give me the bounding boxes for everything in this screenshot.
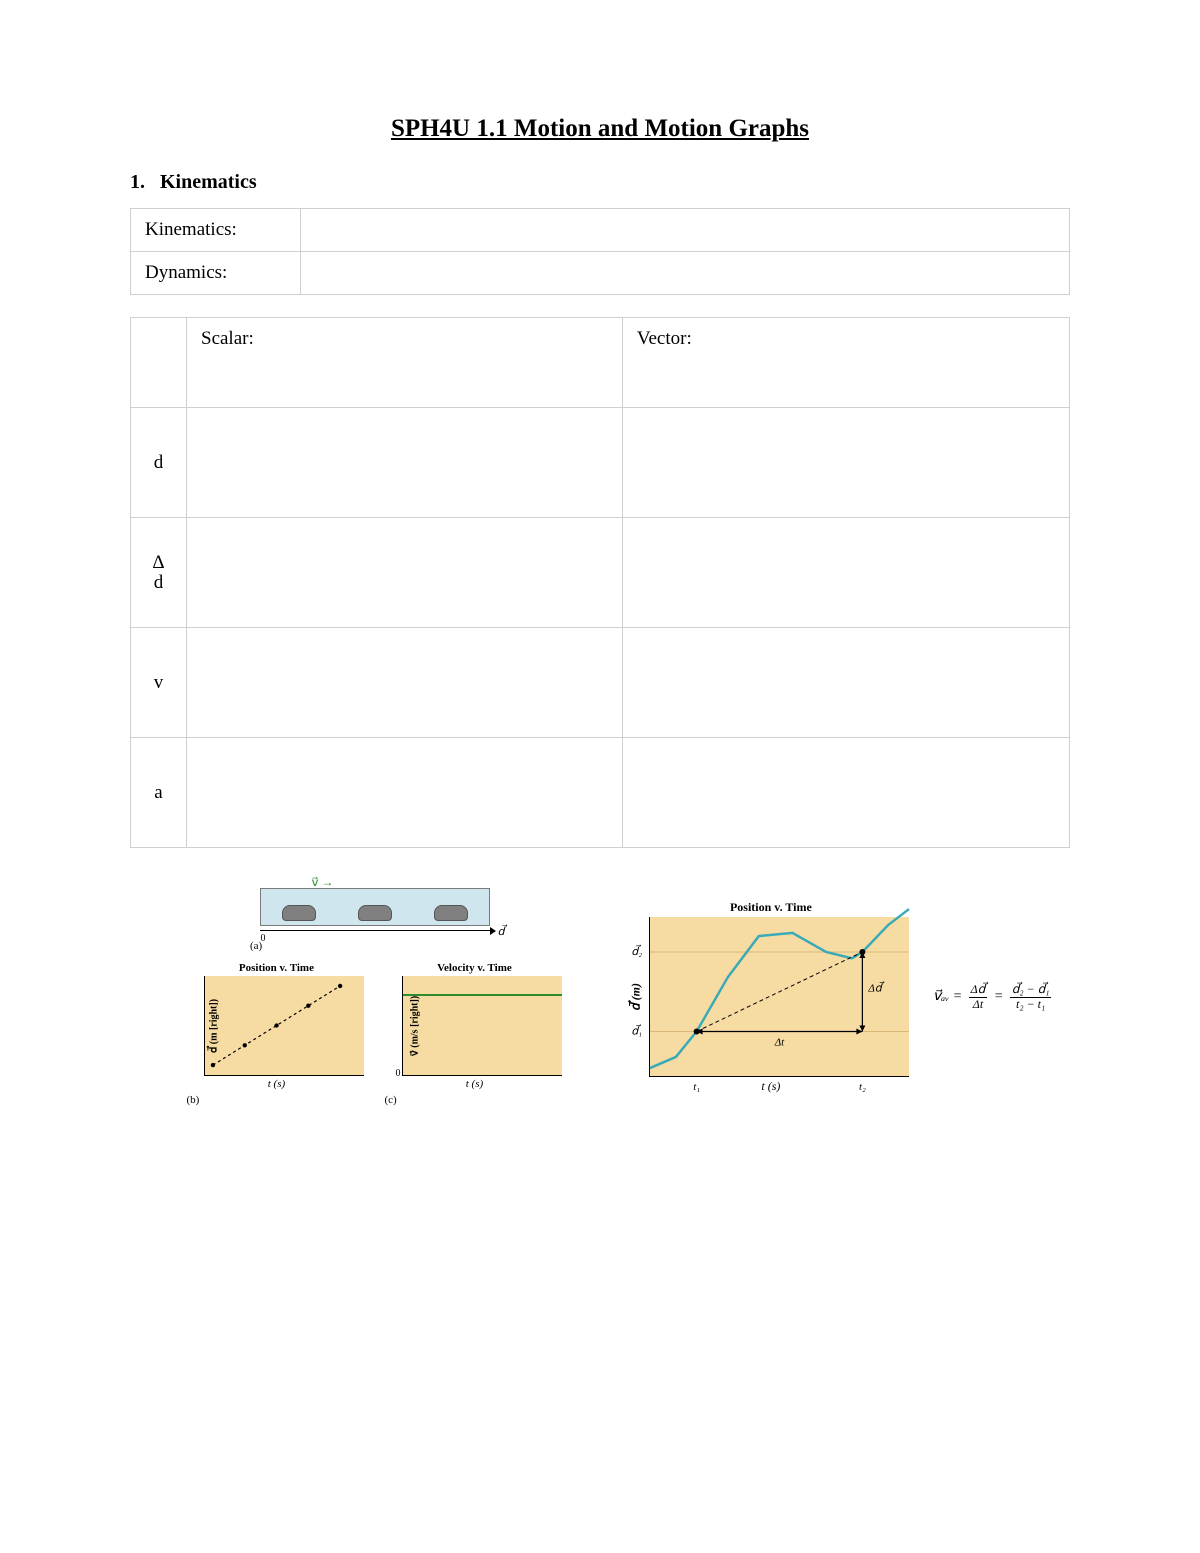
row-symbol: a <box>131 738 187 848</box>
section-name: Kinematics <box>160 171 257 193</box>
eqn-lhs: v⃗ₐᵥ <box>933 989 949 1004</box>
numerator: d⃗₂ − d⃗₁ <box>1010 983 1052 997</box>
plot-title: Velocity v. Time <box>384 962 564 974</box>
symbol-line: d <box>145 573 172 593</box>
plot-line <box>205 976 364 1075</box>
sublabel-b: (b) <box>186 1094 366 1106</box>
velocity-time-plot: Velocity v. Time v⃗ (m/s [right]) 0 t (s… <box>384 962 564 1106</box>
mini-plots: Position v. Time d⃗ (m [right]) t (s) (b… <box>170 962 581 1106</box>
denominator: t₂ − t₁ <box>1010 998 1052 1011</box>
fraction: Δd⃗ Δt <box>969 983 988 1010</box>
row-symbol: d <box>131 408 187 518</box>
origin-label: 0 <box>395 1068 400 1079</box>
y-axis-label: v⃗ (m/s [right]) <box>410 995 421 1055</box>
fraction: d⃗₂ − d⃗₁ t₂ − t₁ <box>1010 983 1052 1010</box>
equals-sign: = <box>994 989 1003 1004</box>
def-value <box>301 209 1070 252</box>
equation: v⃗ₐᵥ = Δd⃗ Δt = d⃗₂ − d⃗₁ t₂ − t₁ <box>933 983 1055 1010</box>
wheel-icon <box>434 905 468 921</box>
figure-left: v⃗ → d⃗ 0 (a) Position v. Time d⃗ ( <box>170 888 581 1106</box>
row-symbol: v <box>131 628 187 738</box>
vector-cell <box>622 408 1069 518</box>
corner-cell <box>131 318 187 408</box>
scalar-cell <box>187 738 623 848</box>
def-label: Kinematics: <box>131 209 301 252</box>
d-label: d⃗ <box>497 925 504 938</box>
svg-text:d⃗₁: d⃗₁ <box>631 1023 642 1037</box>
plot-line <box>403 994 562 996</box>
equals-sign: = <box>953 989 962 1004</box>
denominator: Δt <box>969 998 988 1011</box>
def-value <box>301 252 1070 295</box>
sublabel-a: (a) <box>250 940 581 952</box>
scalar-cell <box>187 408 623 518</box>
scalar-cell <box>187 628 623 738</box>
figure-right: Position v. Time d⃗ (m) d⃗₁d⃗₂t₁t₂Δd⃗Δt … <box>621 888 1070 1106</box>
x-axis-label: t (s) <box>186 1078 366 1090</box>
row-symbol: Δ d <box>131 518 187 628</box>
velocity-arrow-label: v⃗ → <box>311 875 333 890</box>
plot-area: d⃗ (m [right]) <box>204 976 364 1076</box>
svg-text:Δd⃗: Δd⃗ <box>867 981 885 995</box>
svg-text:t₂: t₂ <box>859 1081 866 1093</box>
skateboard-surface: v⃗ → <box>260 888 490 926</box>
y-axis-label: d⃗ (m) <box>628 983 643 1011</box>
figures-row: v⃗ → d⃗ 0 (a) Position v. Time d⃗ ( <box>130 888 1070 1106</box>
curve-svg: d⃗₁d⃗₂t₁t₂Δd⃗Δt <box>650 917 909 1076</box>
symbol-line: Δ <box>145 553 172 573</box>
position-time-plot: Position v. Time d⃗ (m [right]) t (s) (b… <box>186 962 366 1106</box>
wheel-icon <box>358 905 392 921</box>
x-axis-label: t (s) <box>621 1079 921 1094</box>
col-header-scalar: Scalar: <box>187 318 623 408</box>
vector-cell <box>622 628 1069 738</box>
svg-text:d⃗₂: d⃗₂ <box>631 944 642 958</box>
vector-cell <box>622 518 1069 628</box>
vector-cell <box>622 738 1069 848</box>
plot-title: Position v. Time <box>621 900 921 915</box>
curve-plot: Position v. Time d⃗ (m) d⃗₁d⃗₂t₁t₂Δd⃗Δt … <box>621 900 921 1094</box>
plot-title: Position v. Time <box>186 962 366 974</box>
numerator: Δd⃗ <box>969 983 988 997</box>
scalar-vector-table: Scalar: Vector: d Δ d v a <box>130 317 1070 848</box>
table-row: a <box>131 738 1070 848</box>
section-heading: 1. Kinematics <box>130 171 1070 194</box>
svg-text:Δt: Δt <box>774 1036 785 1048</box>
page-title: SPH4U 1.1 Motion and Motion Graphs <box>130 115 1070 143</box>
definitions-table: Kinematics: Dynamics: <box>130 208 1070 295</box>
plot-area: v⃗ (m/s [right]) 0 <box>402 976 562 1076</box>
wheel-icon <box>282 905 316 921</box>
document-page: SPH4U 1.1 Motion and Motion Graphs 1. Ki… <box>0 0 1200 1106</box>
col-header-vector: Vector: <box>622 318 1069 408</box>
section-number: 1. <box>130 171 145 193</box>
table-row: d <box>131 408 1070 518</box>
def-label: Dynamics: <box>131 252 301 295</box>
table-row: v <box>131 628 1070 738</box>
origin-label: 0 <box>260 933 265 944</box>
x-axis-label: t (s) <box>384 1078 564 1090</box>
table-row: Kinematics: <box>131 209 1070 252</box>
svg-text:t₁: t₁ <box>693 1081 700 1093</box>
table-row: Δ d <box>131 518 1070 628</box>
sublabel-c: (c) <box>384 1094 564 1106</box>
table-row: Scalar: Vector: <box>131 318 1070 408</box>
d-axis: d⃗ 0 <box>260 930 490 940</box>
skateboard-diagram: v⃗ → d⃗ 0 (a) <box>170 888 581 952</box>
table-row: Dynamics: <box>131 252 1070 295</box>
plot-area: d⃗ (m) d⃗₁d⃗₂t₁t₂Δd⃗Δt <box>649 917 909 1077</box>
scalar-cell <box>187 518 623 628</box>
